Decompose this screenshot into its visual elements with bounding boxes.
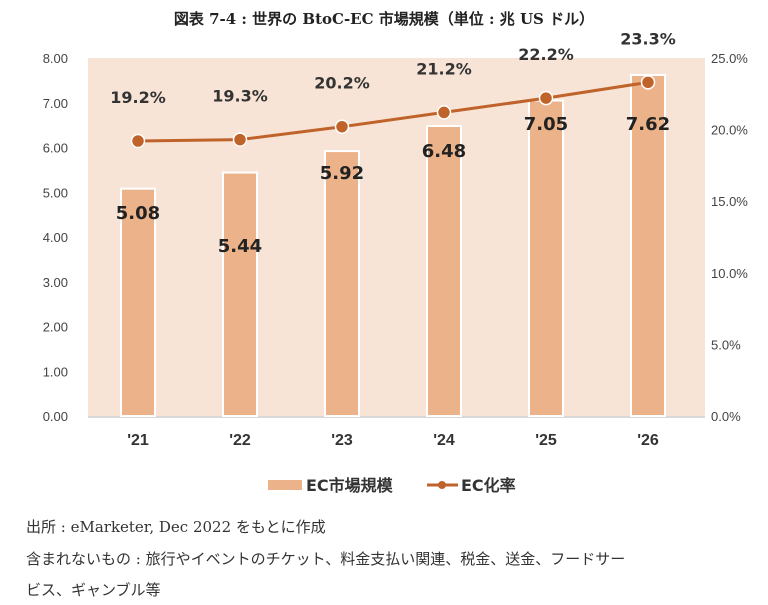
chart: 0.00 1.00 2.00 3.00 4.00 5.00 6.00 7.00 8.00 0.0%… <box>43 29 749 495</box>
excluded-note-line2: ビス、ギャンブル等 <box>26 581 161 599</box>
y-right-tick-label: 20.0% <box>711 123 748 138</box>
y-right-tick-label: 15.0% <box>711 194 748 209</box>
x-tick-label: '24 <box>433 432 455 449</box>
y-left-tick-label: 1.00 <box>43 364 68 379</box>
bar <box>324 150 360 418</box>
legend-line-label: EC化率 <box>461 476 516 495</box>
y-left-tick-label: 7.00 <box>43 96 68 111</box>
y-left-tick-label: 6.00 <box>43 141 68 156</box>
x-tick-label: '25 <box>535 432 557 449</box>
y-right-tick-label: 25.0% <box>711 51 748 66</box>
x-tick-label: '26 <box>637 432 659 449</box>
rate-point <box>130 133 146 149</box>
excluded-note-line1: 含まれないもの : 旅行やイベントのチケット、料金支払い関連、税金、送金、フード… <box>26 550 626 568</box>
bar <box>426 125 462 418</box>
rate-data-label: 22.2% <box>518 45 574 64</box>
bar-data-label: 7.62 <box>626 114 670 135</box>
x-tick-label: '22 <box>229 432 251 449</box>
legend-bar-swatch <box>268 480 302 490</box>
y-left-tick-label: 4.00 <box>43 230 68 245</box>
bar-data-label: 5.08 <box>116 203 160 224</box>
bar <box>630 74 666 417</box>
rate-data-label: 19.2% <box>110 88 166 107</box>
bar-data-label: 5.92 <box>320 163 364 184</box>
bar-data-label: 6.48 <box>422 141 466 162</box>
rate-point <box>436 105 452 120</box>
rate-point <box>538 90 554 106</box>
rate-line <box>137 80 649 143</box>
bar-data-label: 7.05 <box>524 114 568 135</box>
rate-data-label: 21.2% <box>416 59 472 78</box>
y-left-tick-label: 5.00 <box>43 185 68 200</box>
rate-data-label: 19.3% <box>212 87 268 106</box>
x-tick-label: '21 <box>127 432 149 449</box>
rate-data-label: 23.3% <box>620 29 676 48</box>
rate-point <box>334 119 350 134</box>
bar <box>528 99 564 417</box>
y-left-tick-label: 0.00 <box>43 409 68 424</box>
plot-background <box>88 58 705 416</box>
y-left-tick-label: 8.00 <box>43 51 68 66</box>
y-left-tick-label: 2.00 <box>43 320 68 335</box>
bar <box>222 171 258 417</box>
rate-data-label: 20.2% <box>314 74 370 93</box>
bar-data-label: 5.44 <box>218 236 262 257</box>
legend-line-marker <box>438 481 446 489</box>
rate-point <box>640 75 656 90</box>
chart-title: 図表 7-4 : 世界の BtoC-EC 市場規模（単位 : 兆 US ドル） <box>173 10 595 28</box>
x-tick-label: '23 <box>331 432 353 449</box>
bar <box>120 187 156 417</box>
legend-bar-label: EC市場規模 <box>306 476 394 495</box>
y-right-tick-label: 5.0% <box>711 337 741 352</box>
rate-point <box>232 132 248 147</box>
y-left-tick-label: 3.00 <box>43 275 68 290</box>
source-note: 出所 : eMarketer, Dec 2022 をもとに作成 <box>26 518 326 536</box>
y-right-tick-label: 10.0% <box>711 266 748 281</box>
y-right-tick-label: 0.0% <box>711 409 741 424</box>
